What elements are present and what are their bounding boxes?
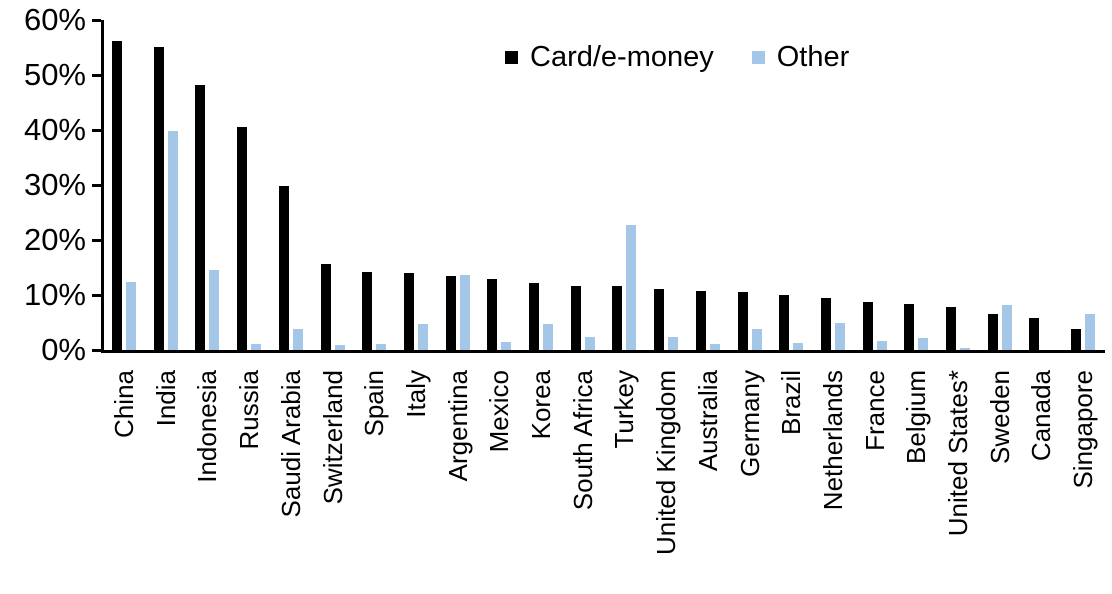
bar-card-e-money-united-states [946, 307, 956, 350]
y-axis-tick-30 [92, 184, 101, 187]
bar-card-e-money-indonesia [195, 85, 205, 350]
bar-card-e-money-germany [738, 292, 748, 350]
x-axis-label-france: France [860, 370, 890, 451]
y-axis-tick-20 [92, 239, 101, 242]
x-axis-label-india: India [151, 370, 181, 427]
x-axis-label-south-africa: South Africa [568, 370, 598, 511]
bar-card-e-money-china [112, 41, 122, 350]
bar-card-e-money-korea [529, 283, 539, 350]
x-axis-label-brazil: Brazil [776, 370, 806, 436]
x-axis-label-germany: Germany [735, 370, 765, 477]
bar-card-e-money-canada [1029, 318, 1039, 350]
y-axis-label-60: 60% [23, 2, 86, 37]
bar-card-e-money-brazil [779, 295, 789, 350]
x-axis-label-belgium: Belgium [901, 370, 931, 464]
bar-other-singapore [1085, 314, 1095, 350]
x-axis-label-spain: Spain [359, 370, 389, 437]
x-axis-label-indonesia: Indonesia [192, 370, 222, 483]
bar-card-e-money-argentina [446, 276, 456, 350]
bar-card-e-money-singapore [1071, 329, 1081, 350]
bar-other-india [168, 131, 178, 350]
bar-card-e-money-turkey [612, 286, 622, 350]
bar-other-indonesia [209, 270, 219, 350]
y-axis-tick-50 [92, 74, 101, 77]
x-axis-label-china: China [109, 370, 139, 438]
bar-card-e-money-sweden [988, 314, 998, 350]
bar-card-e-money-saudi-arabia [279, 186, 289, 350]
bar-card-e-money-switzerland [321, 264, 331, 350]
bar-other-saudi-arabia [293, 329, 303, 350]
bar-other-switzerland [335, 345, 345, 350]
bar-other-spain [376, 344, 386, 350]
bar-card-e-money-spain [362, 272, 372, 350]
bar-other-mexico [501, 342, 511, 350]
bar-other-united-states [960, 348, 970, 350]
bar-other-united-kingdom [668, 337, 678, 350]
x-axis-label-turkey: Turkey [609, 370, 639, 449]
y-axis-label-30: 30% [23, 167, 86, 202]
chart-legend: Card/e-money Other [505, 40, 849, 74]
x-axis-label-korea: Korea [526, 370, 556, 440]
x-axis-label-netherlands: Netherlands [818, 370, 848, 511]
bar-other-australia [710, 344, 720, 350]
x-axis-label-italy: Italy [401, 370, 431, 418]
y-axis-tick-0 [92, 349, 101, 352]
bar-other-south-africa [585, 337, 595, 350]
bar-card-e-money-france [863, 302, 873, 350]
x-axis-label-canada: Canada [1026, 370, 1056, 462]
y-axis-label-50: 50% [23, 57, 86, 92]
bar-card-e-money-belgium [904, 304, 914, 350]
x-axis-label-sweden: Sweden [985, 370, 1015, 464]
y-axis-tick-40 [92, 129, 101, 132]
x-axis-line [101, 350, 1105, 353]
legend-swatch-other-icon [751, 50, 765, 64]
x-axis-label-australia: Australia [693, 370, 723, 472]
x-axis-label-argentina: Argentina [443, 370, 473, 482]
legend-item-other: Other [751, 40, 850, 74]
bar-other-italy [418, 324, 428, 350]
x-axis-label-united-kingdom: United Kingdom [651, 370, 681, 555]
y-axis-label-10: 10% [23, 277, 86, 312]
x-axis-label-united-states: United States* [943, 370, 973, 537]
legend-label-other: Other [776, 41, 850, 73]
bar-other-belgium [918, 338, 928, 350]
bar-other-korea [543, 324, 553, 350]
bar-other-sweden [1002, 305, 1012, 350]
bar-other-russia [251, 344, 261, 350]
bar-other-turkey [626, 225, 636, 350]
x-axis-label-russia: Russia [234, 370, 264, 450]
legend-item-card-e-money: Card/e-money [505, 40, 714, 74]
bar-card-e-money-italy [404, 273, 414, 350]
bar-other-netherlands [835, 323, 845, 350]
bar-other-china [126, 282, 136, 350]
y-axis-tick-10 [92, 294, 101, 297]
y-axis-label-20: 20% [23, 222, 86, 257]
bar-card-e-money-netherlands [821, 298, 831, 350]
bar-card-e-money-russia [237, 127, 247, 350]
bar-card-e-money-south-africa [571, 286, 581, 350]
legend-label-card-e-money: Card/e-money [530, 41, 714, 73]
x-axis-label-mexico: Mexico [484, 370, 514, 453]
bar-other-germany [752, 329, 762, 350]
y-axis-label-40: 40% [23, 112, 86, 147]
bar-card-e-money-australia [696, 291, 706, 350]
x-axis-label-saudi-arabia: Saudi Arabia [276, 370, 306, 518]
y-axis-line [101, 20, 104, 353]
bar-other-france [877, 341, 887, 350]
y-axis-label-0: 0% [41, 332, 86, 367]
bar-card-e-money-mexico [487, 279, 497, 350]
bar-other-argentina [460, 275, 470, 350]
bar-card-e-money-india [154, 47, 164, 350]
bar-other-brazil [793, 343, 803, 350]
x-axis-label-singapore: Singapore [1068, 370, 1098, 489]
x-axis-label-switzerland: Switzerland [318, 370, 348, 505]
bar-card-e-money-united-kingdom [654, 289, 664, 350]
legend-swatch-card-e-money-icon [505, 50, 518, 64]
y-axis-tick-60 [92, 19, 101, 22]
